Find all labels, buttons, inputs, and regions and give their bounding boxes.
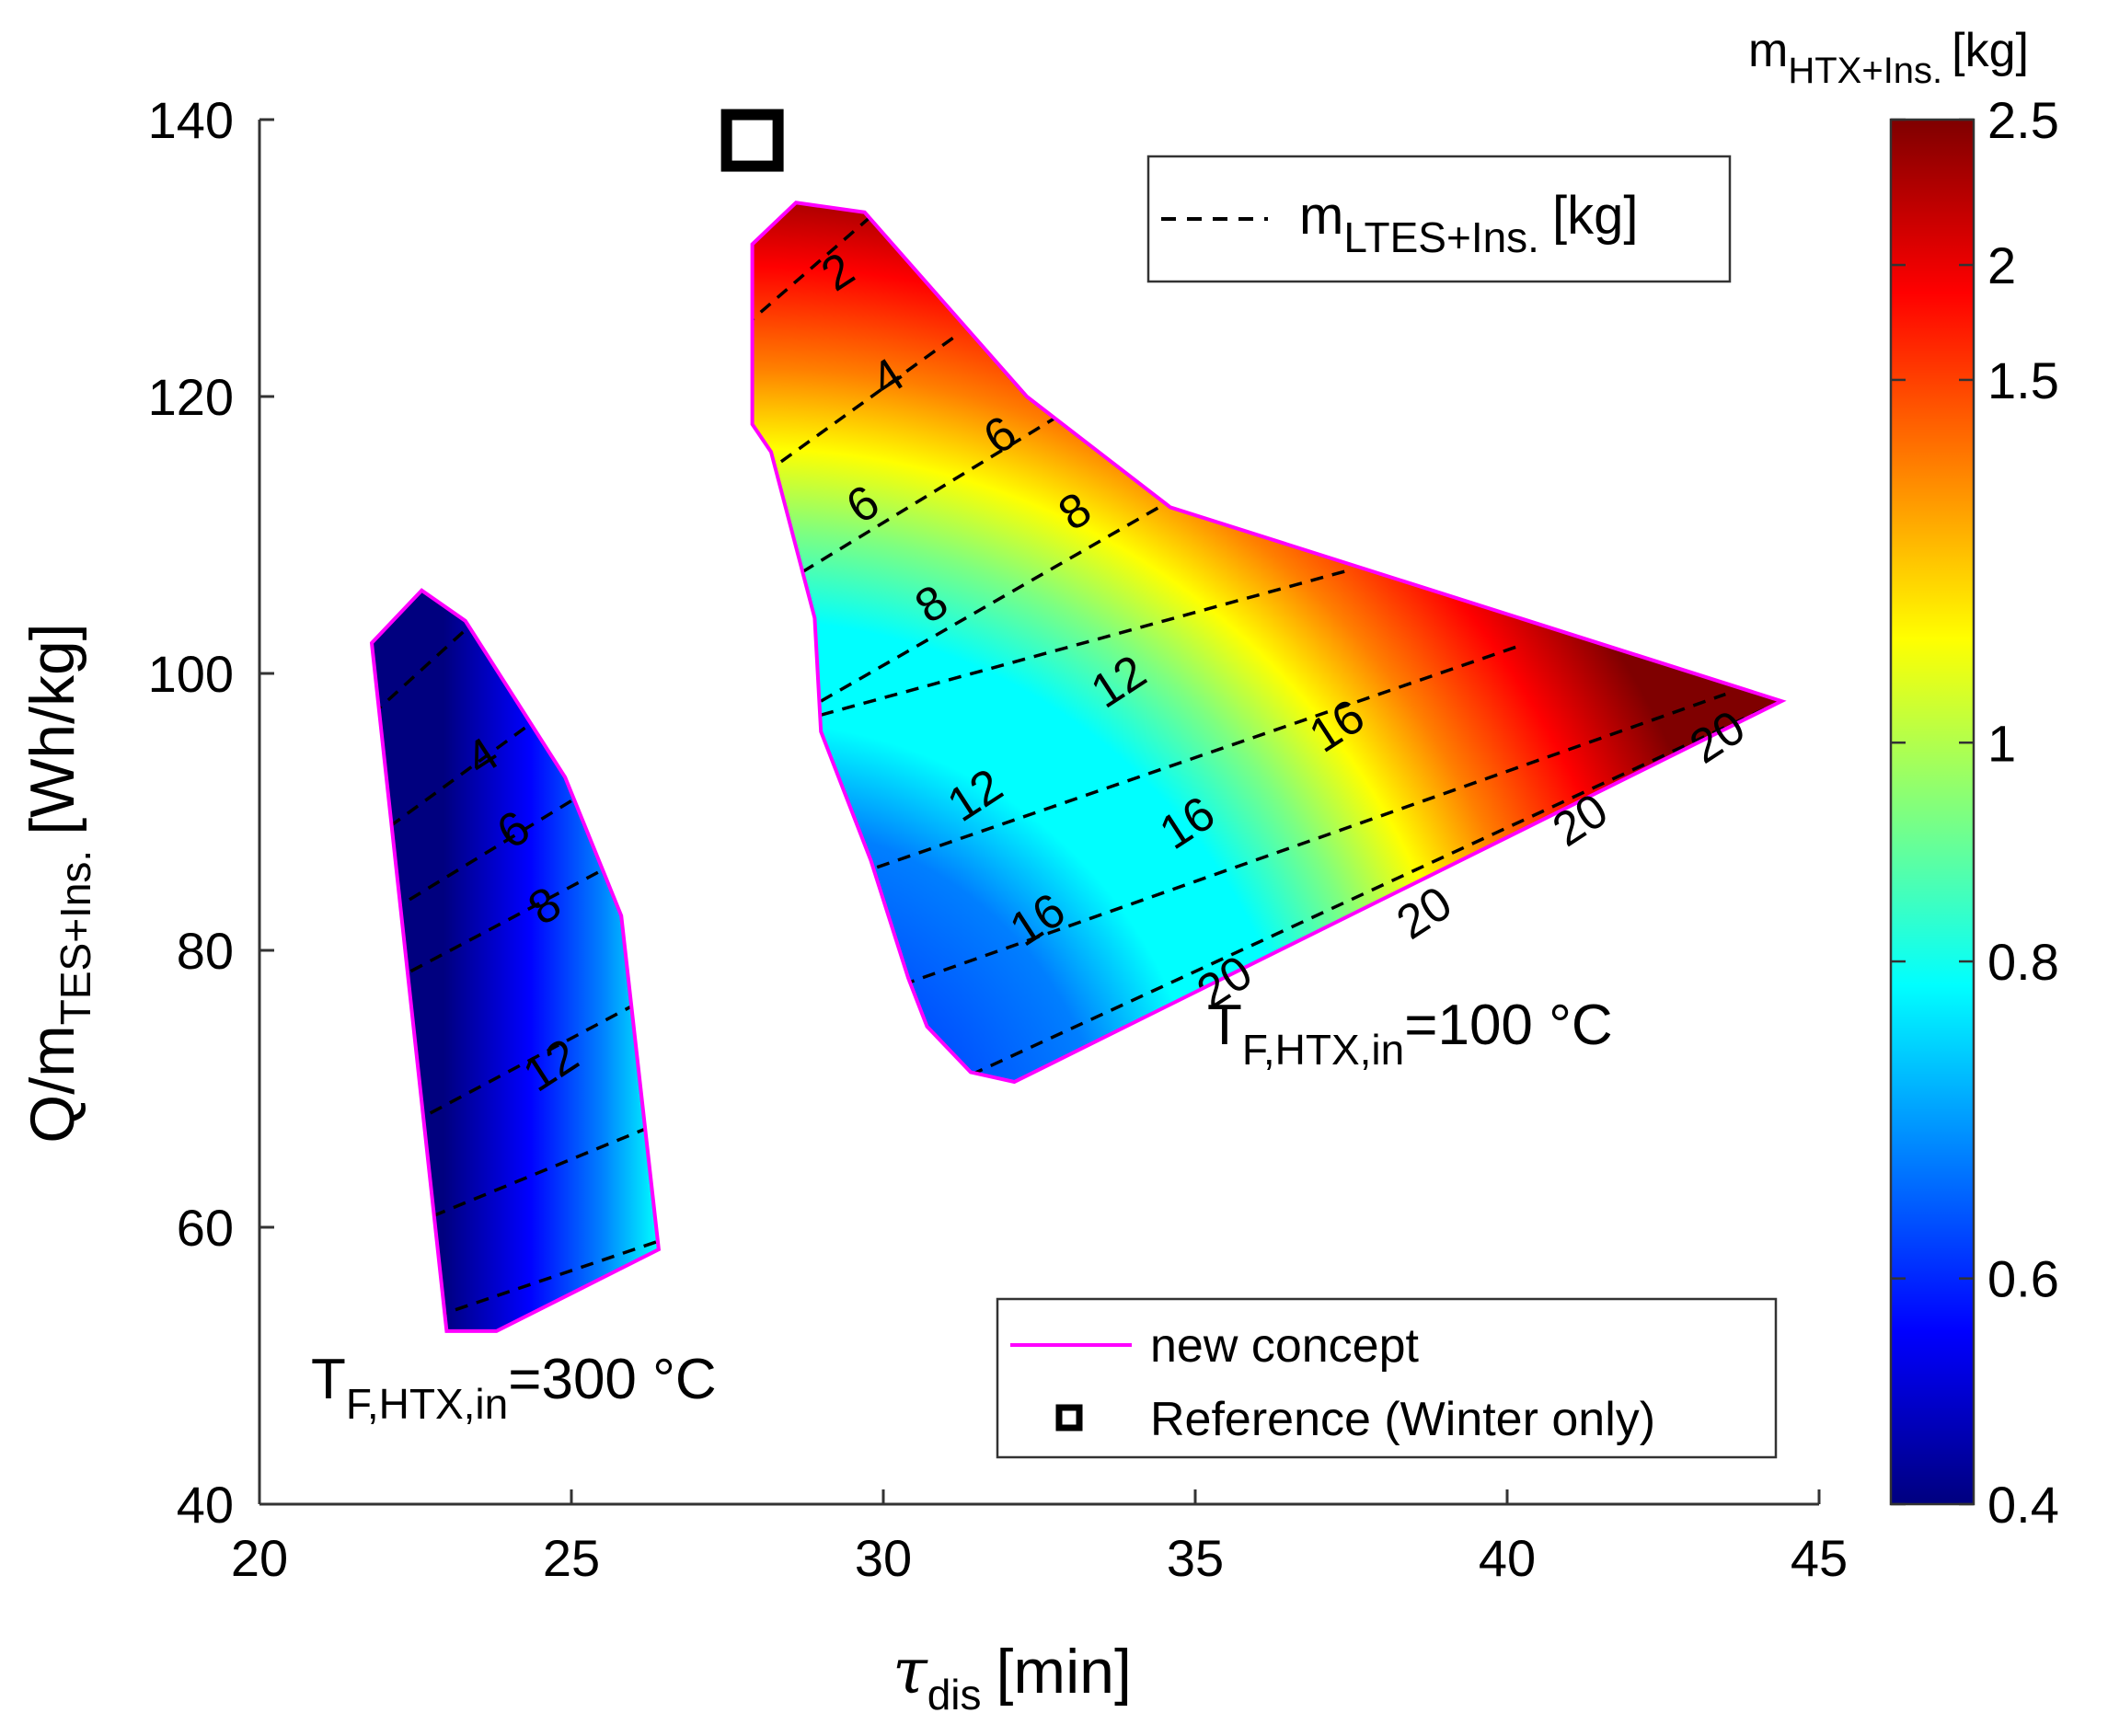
contour-line-100: [970, 699, 1782, 1077]
region-300-boundary: [369, 588, 662, 1333]
colorbar-tick-label: 1.5: [1987, 351, 2059, 409]
y-axis-label: Q/mTES+Ins.[Wh/kg]: [17, 623, 99, 1143]
legend-reference-marker: [1055, 1404, 1083, 1431]
x-tick-label: 35: [1167, 1529, 1224, 1587]
legend-reference-label: Reference (Winter only): [1150, 1393, 1655, 1446]
axes: [258, 118, 1821, 1506]
region-100-boundary: [750, 201, 1787, 1085]
legend-new-concept-label: new concept: [1150, 1319, 1420, 1373]
annotation-100: TF,HTX,in=100 °C: [1207, 994, 1613, 1074]
y-tick-label: 80: [177, 922, 234, 980]
y-tick-label: 140: [148, 91, 234, 149]
colorbar: 0.4 0.6 0.8 1 1.5 2 2.5 mHTX+Ins. [kg]: [1748, 24, 2059, 1534]
x-tick-labels: 20 25 30 35 40 45: [231, 1529, 1848, 1587]
colorbar-tick-label: 1: [1987, 714, 2016, 772]
x-tick-label: 25: [543, 1529, 600, 1587]
svg-text:mLTES+Ins.[kg]: mLTES+Ins. [kg]: [1299, 186, 1638, 261]
colorbar-tick-label: 0.8: [1987, 933, 2059, 991]
colorbar-tick-label: 2.5: [1987, 91, 2059, 149]
reference-marker: [720, 109, 784, 172]
region-300-fill: [372, 590, 659, 1331]
x-tick-label: 40: [1479, 1529, 1536, 1587]
contour-line-300: [372, 852, 635, 994]
colorbar-tick-label: 2: [1987, 236, 2016, 294]
colorbar-bar: [1889, 118, 1976, 1506]
x-tick-label: 30: [855, 1529, 912, 1587]
x-axis-label: τdis [min]: [893, 1636, 1132, 1719]
y-tick-label: 100: [148, 645, 234, 703]
contour-line-300: [372, 590, 511, 717]
colorbar-ticks: 0.4 0.6 0.8 1 1.5 2 2.5: [1891, 91, 2059, 1534]
x-tick-label: 45: [1791, 1529, 1848, 1587]
x-tick-label: 20: [231, 1529, 288, 1587]
contour-line-100: [876, 644, 1521, 869]
y-tick-label: 120: [148, 368, 234, 426]
y-tick-label: 40: [177, 1476, 234, 1534]
colorbar-label: mHTX+Ins. [kg]: [1748, 24, 2029, 91]
contour-line-100: [820, 485, 1196, 703]
y-tick-labels: 40 60 80 100 120 140: [148, 91, 234, 1534]
contour-line-100: [820, 568, 1352, 717]
contour-legend: mLTES+Ins. [kg]: [1146, 155, 1732, 283]
colorbar-tick-label: 0.6: [1987, 1250, 2059, 1308]
legend: new concept Reference (Winter only): [996, 1297, 1778, 1459]
y-tick-label: 60: [177, 1199, 234, 1257]
contour-line-100: [782, 387, 1103, 585]
region-100-fill: [752, 202, 1782, 1083]
contours-100: [752, 215, 1782, 1077]
annotation-300: TF,HTX,in=300 °C: [311, 1348, 717, 1428]
contour-line-100: [752, 215, 872, 343]
colorbar-tick-label: 0.4: [1987, 1476, 2059, 1534]
